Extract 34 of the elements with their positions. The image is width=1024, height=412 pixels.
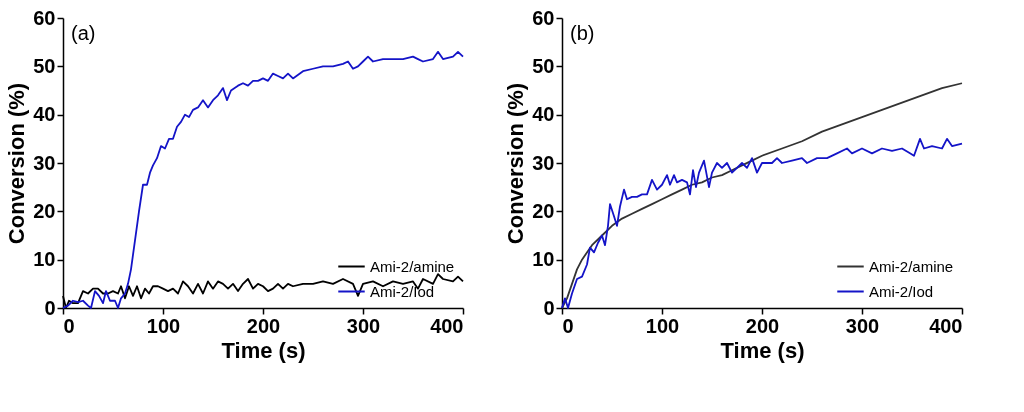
y-tick-label: 40 [532,103,555,126]
y-tick-label: 30 [532,151,555,174]
annotation: (b) [570,22,595,44]
x-tick-label: 100 [146,314,181,337]
x-tick-label: 400 [430,314,464,337]
y-tick-label: 0 [543,296,555,319]
y-tick-label: 10 [33,248,56,271]
legend-label: Ami-2/Iod [869,282,934,300]
y-tick-label: 20 [532,199,555,222]
y-tick-label: 0 [44,296,56,319]
x-tick-label: 200 [745,314,780,337]
legend-label: Ami-2/Iod [370,282,435,300]
legend-label: Ami-2/amine [869,257,954,275]
y-tick-label: 50 [532,54,555,77]
y-tick-label: 60 [33,6,56,29]
x-tick-label: 100 [645,314,680,337]
x-tick-label: 200 [246,314,281,337]
y-tick-label: 20 [33,199,56,222]
x-tick-label: 0 [63,314,75,337]
y-axis-title: Conversion (%) [503,82,529,245]
legend-label: Ami-2/amine [370,257,455,275]
y-tick-label: 50 [33,54,56,77]
annotation: (a) [71,22,96,44]
y-tick-label: 30 [33,151,56,174]
x-tick-label: 300 [845,314,880,337]
x-axis-title: Time (s) [720,337,805,363]
x-axis-title: Time (s) [221,337,306,363]
x-tick-label: 400 [929,314,963,337]
x-tick-label: 0 [562,314,574,337]
y-tick-label: 10 [532,248,555,271]
y-tick-label: 40 [33,103,56,126]
y-tick-label: 60 [532,6,555,29]
x-tick-label: 300 [346,314,381,337]
y-axis-title: Conversion (%) [4,82,30,245]
